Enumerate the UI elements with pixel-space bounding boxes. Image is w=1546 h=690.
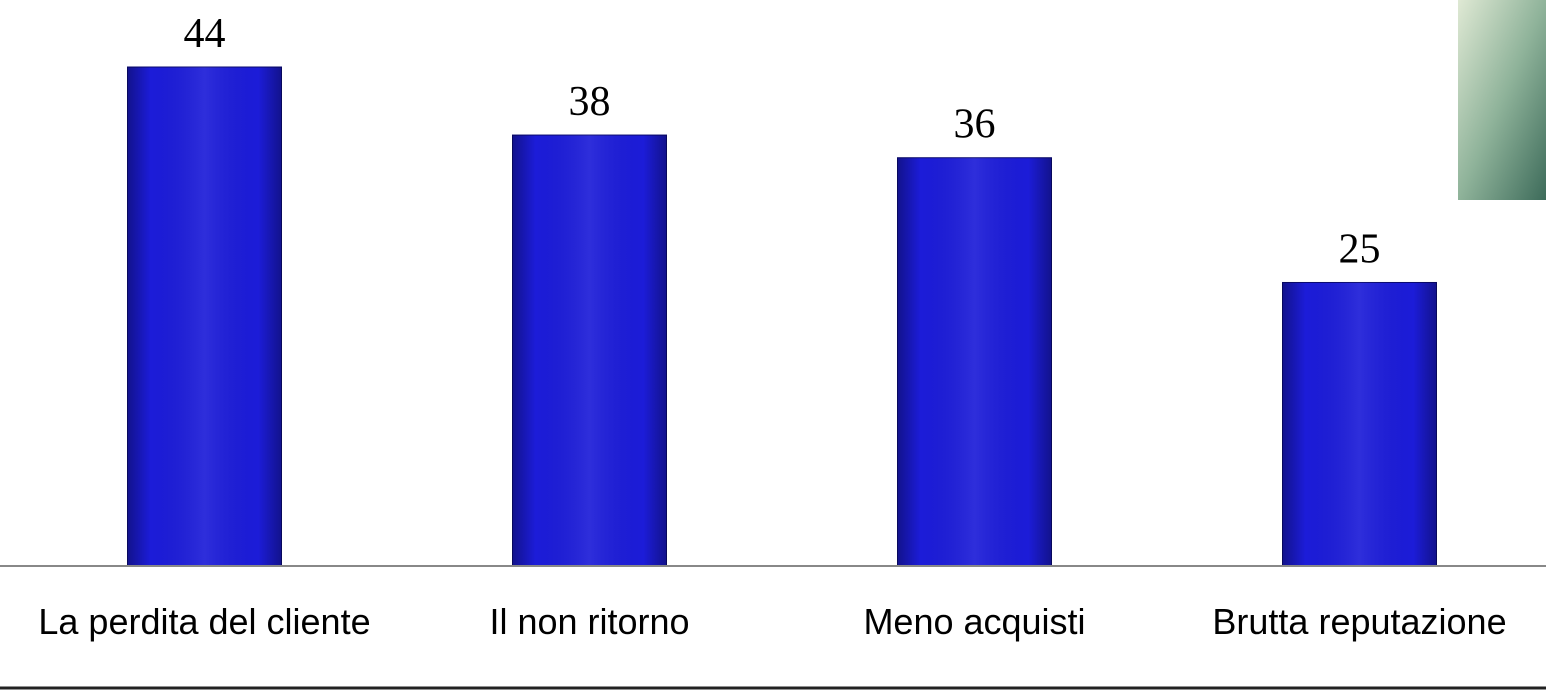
bar xyxy=(512,134,667,567)
x-tick-label: La perdita del cliente xyxy=(38,601,371,642)
value-label: 38 xyxy=(569,79,611,125)
bar xyxy=(897,157,1052,567)
x-tick-label: Brutta reputazione xyxy=(1212,601,1507,642)
bar xyxy=(1282,281,1437,567)
value-label: 25 xyxy=(1339,226,1381,272)
cover-image xyxy=(1458,0,1546,200)
bar xyxy=(127,66,282,567)
x-tick-label: Il non ritorno xyxy=(489,601,690,642)
x-tick-label: Meno acquisti xyxy=(863,601,1086,642)
value-label: 44 xyxy=(184,11,226,57)
value-label: 36 xyxy=(954,102,996,148)
